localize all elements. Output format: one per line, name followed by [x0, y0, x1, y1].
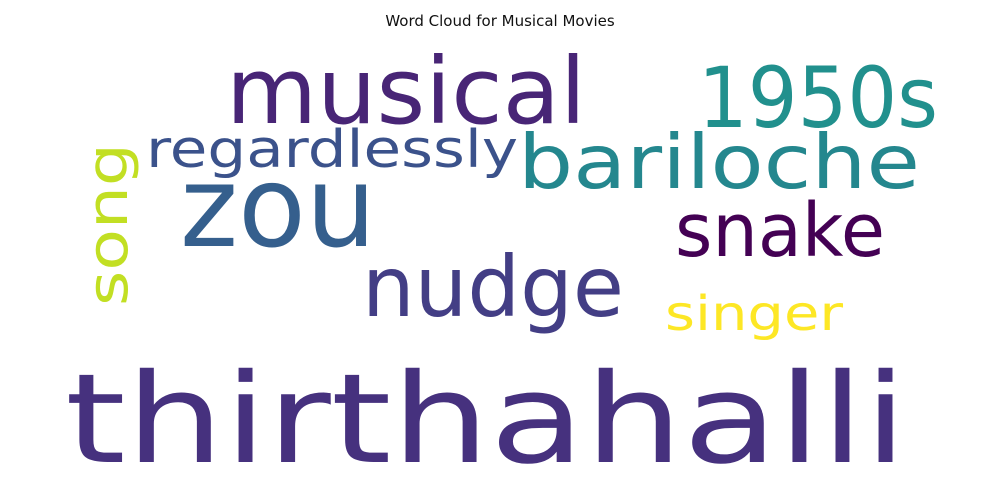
word-song: song: [76, 143, 141, 306]
word-bariloche: bariloche: [518, 118, 920, 206]
word-snake: snake: [675, 188, 885, 274]
word-nudge: nudge: [362, 238, 624, 336]
word-regardlessly: regardlessly: [146, 120, 518, 180]
word-thirthahalli: thirthahalli: [65, 348, 907, 492]
word-singer: singer: [665, 286, 843, 342]
word-musical: musical: [226, 38, 586, 145]
word-1950s: 1950s: [698, 49, 938, 147]
chart-title: Word Cloud for Musical Movies: [385, 12, 615, 30]
word-zou: zou: [180, 143, 376, 273]
